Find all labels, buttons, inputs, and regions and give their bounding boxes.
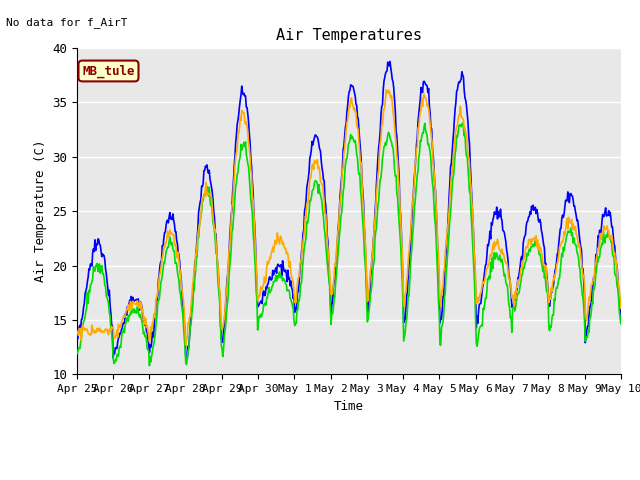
X-axis label: Time: Time bbox=[334, 400, 364, 413]
li77_temp bbox=[459, 120, 467, 126]
li75_t bbox=[73, 333, 81, 339]
Tsonic bbox=[417, 110, 424, 116]
li75_t bbox=[139, 312, 147, 318]
Tsonic bbox=[139, 306, 147, 312]
li75_t bbox=[195, 209, 202, 215]
Tsonic bbox=[617, 305, 625, 311]
li77_temp bbox=[73, 351, 81, 357]
Line: li77_temp: li77_temp bbox=[77, 123, 621, 366]
li75_t bbox=[417, 96, 424, 102]
Y-axis label: Air Temperature (C): Air Temperature (C) bbox=[33, 140, 47, 282]
li75_t bbox=[223, 275, 231, 280]
Tsonic bbox=[195, 227, 202, 232]
li77_temp bbox=[617, 321, 625, 326]
Tsonic bbox=[223, 279, 231, 285]
li75_t bbox=[617, 319, 625, 325]
li77_temp bbox=[195, 235, 202, 240]
li77_temp bbox=[431, 222, 439, 228]
li75_t bbox=[184, 356, 191, 362]
li75_t bbox=[83, 285, 90, 290]
Tsonic bbox=[73, 328, 81, 334]
Line: li75_t: li75_t bbox=[77, 61, 621, 359]
li77_temp bbox=[83, 305, 90, 311]
li75_t bbox=[433, 206, 440, 212]
Text: MB_tule: MB_tule bbox=[82, 64, 135, 78]
Tsonic bbox=[383, 87, 390, 93]
Tsonic bbox=[433, 205, 440, 211]
Tsonic bbox=[182, 342, 189, 348]
li77_temp bbox=[139, 323, 147, 328]
li77_temp bbox=[145, 363, 153, 369]
Line: Tsonic: Tsonic bbox=[77, 90, 621, 345]
li77_temp bbox=[416, 150, 424, 156]
Title: Air Temperatures: Air Temperatures bbox=[276, 28, 422, 43]
li75_t bbox=[386, 59, 394, 64]
Tsonic bbox=[83, 326, 90, 332]
li77_temp bbox=[223, 301, 231, 307]
Text: No data for f_AirT: No data for f_AirT bbox=[6, 17, 128, 28]
